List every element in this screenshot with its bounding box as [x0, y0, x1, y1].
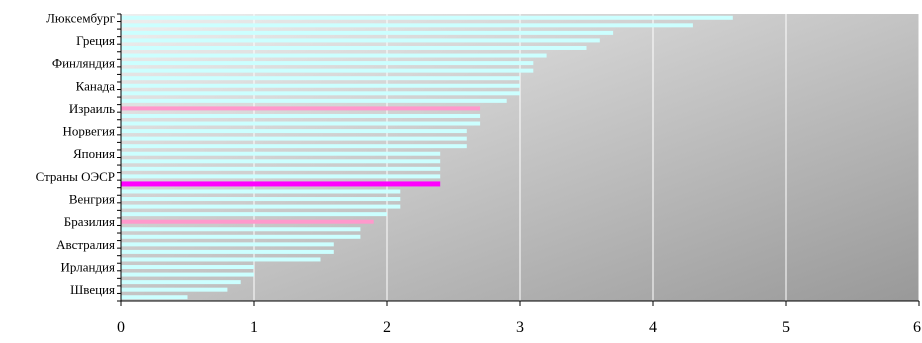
bar — [121, 121, 481, 126]
bar — [121, 272, 254, 277]
bar — [121, 38, 600, 43]
bar — [121, 174, 441, 179]
bar — [121, 151, 441, 156]
bar — [121, 265, 254, 270]
x-tick-label: 6 — [913, 319, 921, 336]
y-tick-label: Люксембург — [46, 10, 115, 25]
y-tick-label: Бразилия — [64, 214, 115, 229]
bar — [121, 166, 441, 171]
x-tick-label: 2 — [383, 319, 391, 336]
y-tick-label: Канада — [76, 78, 116, 93]
y-tick-label: Швеция — [70, 282, 115, 297]
bar — [121, 23, 693, 28]
bar — [121, 45, 587, 50]
bar — [121, 295, 188, 300]
x-axis-labels: 0 1 2 3 4 5 6 — [117, 319, 921, 336]
y-tick-label: Ирландия — [61, 260, 116, 275]
bar — [121, 257, 321, 262]
bar — [121, 287, 228, 292]
bar — [121, 113, 481, 118]
bar-oecd — [121, 181, 441, 187]
bar — [121, 129, 467, 134]
x-tick-label: 3 — [516, 319, 524, 336]
bar — [121, 249, 334, 254]
bar — [121, 204, 401, 209]
bar — [121, 159, 441, 164]
axes — [117, 13, 920, 306]
bar — [121, 144, 467, 149]
bar — [121, 227, 361, 232]
bar — [121, 234, 361, 239]
bar — [121, 61, 534, 66]
x-tick-label: 5 — [782, 319, 790, 336]
bar — [121, 98, 507, 103]
bar-series — [121, 15, 733, 300]
x-tick-label: 0 — [117, 319, 125, 336]
bar — [121, 242, 334, 247]
bar — [121, 189, 401, 194]
y-axis-labels: Люксембург Греция Финляндия Канада Израиль Но… — [36, 10, 116, 297]
bar — [121, 197, 401, 202]
bar — [121, 30, 614, 35]
y-tick-label: Австралия — [56, 237, 115, 252]
bar — [121, 76, 520, 81]
bar — [121, 212, 387, 217]
y-tick-label: Норвегия — [63, 124, 116, 139]
bar — [121, 53, 547, 58]
x-tick-label: 1 — [250, 319, 258, 336]
y-tick-label: Япония — [73, 146, 115, 161]
bar — [121, 15, 733, 20]
bar — [121, 83, 520, 88]
y-tick-label: Израиль — [69, 101, 115, 116]
bar — [121, 68, 534, 73]
bar-highlight — [121, 106, 481, 111]
y-tick-label: Страны ОЭСР — [36, 169, 115, 184]
y-tick-label: Греция — [76, 33, 115, 48]
y-tick-label: Венгрия — [69, 192, 115, 207]
bar-highlight — [121, 219, 374, 224]
y-tick-label: Финляндия — [52, 56, 115, 71]
bar — [121, 136, 467, 141]
x-tick-label: 4 — [649, 319, 657, 336]
bar — [121, 280, 241, 285]
bar — [121, 91, 520, 96]
